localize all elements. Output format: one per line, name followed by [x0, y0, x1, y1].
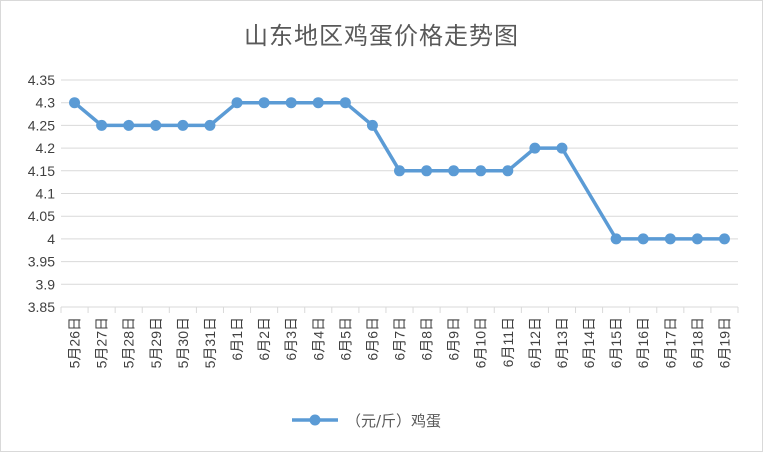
data-point: [69, 97, 81, 109]
data-point: [150, 119, 162, 131]
x-tick-label: 6月10日: [473, 317, 489, 368]
data-point: [258, 97, 270, 109]
x-tick-label: 6月1日: [229, 317, 245, 361]
y-tick-label: 4.35: [28, 72, 55, 88]
x-tick-label: 6月2日: [256, 317, 272, 361]
y-tick-label: 4.25: [28, 117, 55, 133]
data-point: [177, 119, 189, 131]
data-point: [312, 97, 324, 109]
data-point: [123, 119, 135, 131]
gridlines: [61, 79, 738, 308]
x-tick-label: 6月3日: [283, 317, 299, 361]
data-point: [421, 165, 433, 177]
data-point: [339, 97, 351, 109]
data-point: [475, 165, 487, 177]
x-tick-label: 6月4日: [310, 317, 326, 361]
data-point: [556, 142, 568, 154]
y-tick-label: 4: [47, 231, 55, 247]
series-layer: [69, 97, 730, 245]
data-point: [204, 119, 216, 131]
x-tick-label: 6月6日: [364, 317, 380, 361]
data-point: [285, 97, 297, 109]
data-point: [718, 233, 730, 245]
x-tick-label: 6月5日: [337, 317, 353, 361]
legend-label: （元/斤）鸡蛋: [346, 412, 441, 430]
data-point: [448, 165, 460, 177]
y-tick-label: 4.2: [36, 140, 56, 156]
data-point: [96, 119, 108, 131]
data-point: [231, 97, 243, 109]
x-tick-label: 5月30日: [175, 317, 191, 368]
y-tick-label: 4.1: [36, 186, 56, 202]
x-tick-label: 6月17日: [662, 317, 678, 368]
data-point: [529, 142, 541, 154]
y-tick-label: 3.85: [28, 299, 55, 315]
x-tick-label: 6月12日: [527, 317, 543, 368]
x-tick-label: 5月28日: [121, 317, 137, 368]
data-point: [502, 165, 514, 177]
x-tick-label: 6月11日: [500, 317, 516, 367]
legend: （元/斤）鸡蛋: [292, 412, 441, 430]
y-tick-label: 3.9: [36, 276, 56, 292]
chart-title: 山东地区鸡蛋价格走势图: [244, 22, 519, 50]
x-tick-label: 5月29日: [148, 317, 164, 368]
x-tick-label: 6月18日: [689, 317, 705, 368]
x-tick-label: 5月26日: [67, 317, 83, 368]
x-tick-label: 6月19日: [716, 317, 732, 368]
x-tick-label: 6月9日: [446, 317, 462, 361]
x-axis-ticks: 5月26日 5月27日 5月28日 5月29日 5月30日 5月31日 6月1日 6月2日 6月…: [60, 307, 739, 368]
y-tick-label: 3.95: [28, 254, 55, 270]
x-tick-label: 5月31日: [202, 317, 218, 368]
data-point: [366, 119, 378, 131]
x-tick-label: 6月14日: [581, 317, 597, 368]
y-tick-label: 4.3: [36, 95, 56, 111]
y-tick-label: 4.15: [28, 163, 55, 179]
y-tick-label: 4.05: [28, 208, 55, 224]
y-axis-ticks: 3.85 3.9 3.95 4 4.05 4.1 4.15 4.2 4.25 4.3 4.35: [28, 72, 55, 315]
data-point: [394, 165, 405, 177]
x-tick-label: 6月7日: [392, 317, 408, 361]
x-tick-label: 6月13日: [554, 317, 570, 368]
x-tick-label: 6月8日: [419, 317, 435, 361]
data-point: [610, 233, 622, 245]
legend-marker: [309, 414, 321, 426]
x-tick-label: 5月27日: [94, 317, 110, 368]
data-point: [664, 233, 676, 245]
data-point: [691, 233, 703, 245]
data-point: [637, 233, 649, 245]
x-tick-label: 6月16日: [635, 317, 651, 368]
x-tick-label: 6月15日: [608, 317, 624, 368]
